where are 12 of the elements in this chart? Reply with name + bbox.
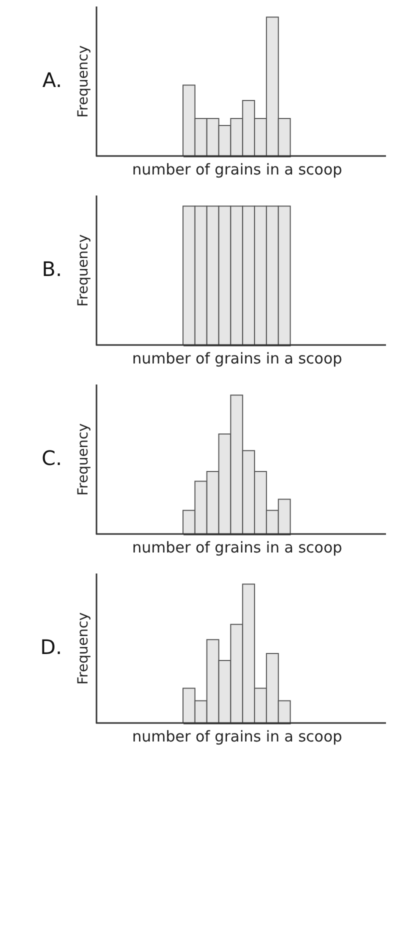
y-axis-title: Frequency (76, 234, 92, 307)
x-axis-title: number of grains in a scoop (132, 350, 342, 368)
text: C. (42, 446, 62, 470)
x-axis-title: number of grains in a scoop (132, 160, 342, 178)
x-axis-title: number of grains in a scoop (132, 538, 342, 556)
y-axis-title: Frequency (76, 423, 92, 496)
x-axis-title: number of grains in a scoop (132, 728, 342, 746)
y-axis-title: Frequency (76, 612, 92, 685)
y-axis-title: Frequency (76, 45, 92, 118)
text: A. (42, 68, 62, 92)
text: D. (40, 635, 62, 659)
text: B. (42, 257, 62, 281)
